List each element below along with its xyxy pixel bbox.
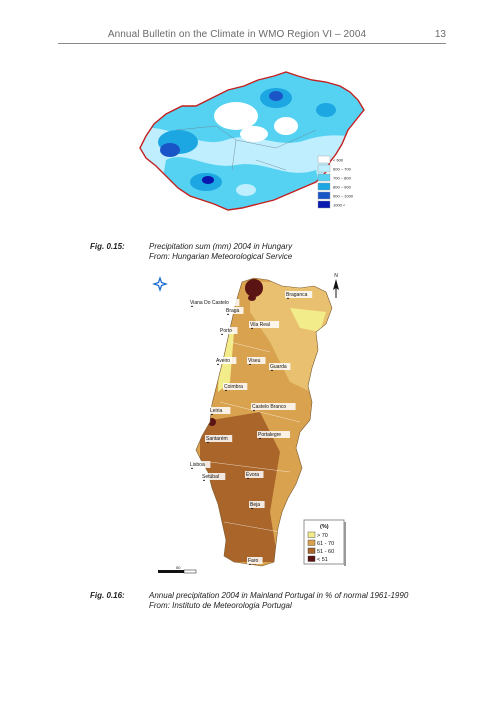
city-label-bg: [201, 473, 226, 480]
city-label: Castelo Branco: [252, 404, 286, 410]
hungary-precipitation-map: < 600 600 – 700 700 – 800 800 – 900 900 – 10…: [139, 71, 365, 211]
legend-swatch: [307, 555, 316, 562]
city-label-bg: [257, 431, 290, 438]
legend-swatch: [317, 164, 331, 173]
legend-label: 700 – 800: [333, 176, 352, 181]
city-label: Braga: [226, 308, 240, 314]
legend-swatch: [317, 200, 331, 209]
city-label: Setúbal: [202, 474, 219, 480]
city-label-bg: [209, 407, 231, 414]
legend-label: > 70: [317, 533, 328, 539]
city-label-bg: [223, 383, 248, 390]
caption-source: From: Instituto de Meteorologia Portugal: [149, 601, 292, 610]
legend-label: 600 – 700: [333, 167, 352, 172]
city-label: Viseu: [248, 358, 261, 364]
city-label: Évora: [246, 471, 259, 478]
city-label: Beja: [250, 502, 260, 508]
city-label-bg: [205, 435, 233, 442]
portugal-map-legend: (%) > 70 61 - 70 51 - 60 < 51: [303, 519, 346, 566]
city-label: Santarém: [206, 436, 228, 442]
city-label: Porto: [220, 328, 232, 334]
city-label-bg: [247, 357, 266, 364]
city-label-bg: [285, 291, 313, 298]
bulletin-title: Annual Bulletin on the Climate in WMO Re…: [107, 29, 367, 40]
legend-label: 1000 <: [333, 203, 346, 208]
legend-swatch: [307, 547, 316, 554]
city-label-bg: [225, 307, 244, 314]
page-number: 13: [434, 29, 446, 40]
caption-source: From: Hungarian Meteorological Service: [149, 252, 293, 261]
legend-swatch: [317, 173, 331, 182]
svg-text:50: 50: [176, 565, 181, 570]
city-labels: Viana Do Castelo Braganca Braga Vila Real Po…: [189, 291, 313, 565]
caption-title: Annual precipitation 2004 in Mainland Po…: [149, 591, 409, 600]
figure-label: Fig. 0.16:: [90, 591, 125, 600]
city-label-bg: [215, 357, 237, 364]
city-label: Vila Real: [250, 322, 270, 328]
city-label: Coimbra: [224, 384, 243, 390]
city-label-bg: [249, 321, 280, 328]
legend-label: 900 – 1000: [333, 194, 354, 199]
city-label-bg: [219, 327, 238, 334]
city-label: Faro: [248, 558, 259, 564]
legend-label: 61 - 70: [317, 541, 334, 547]
page-header: Annual Bulletin on the Climate in WMO Re…: [58, 29, 446, 44]
legend-swatch: [307, 539, 316, 546]
legend-shadow: [344, 522, 346, 566]
legend-swatch: [317, 155, 331, 164]
legend-label: 51 - 60: [317, 549, 334, 555]
city-label: Leiria: [210, 408, 222, 414]
legend-swatch: [317, 191, 331, 200]
city-label: Braganca: [286, 292, 308, 298]
legend-label: 800 – 900: [333, 185, 352, 190]
svg-text:N: N: [334, 273, 338, 279]
north-arrow-icon: N: [333, 273, 339, 298]
city-label-bg: [189, 299, 240, 306]
compass-logo-icon: [152, 276, 168, 292]
legend-swatch: [307, 531, 316, 538]
caption-title: Precipitation sum (mm) 2004 in Hungary: [149, 242, 293, 251]
scale-bar: 50: [158, 565, 197, 574]
legend-label: < 600: [333, 158, 344, 163]
city-label: Lisboa: [190, 462, 205, 468]
city-label-bg: [189, 461, 211, 468]
portugal-precipitation-map: N 50 Viana Do Castelo Braganca Braga Vila R…: [152, 273, 346, 574]
city-label-bg: [249, 501, 265, 508]
city-label: Aveiro: [216, 358, 230, 364]
hungary-map-legend: < 600 600 – 700 700 – 800 800 – 900 900 – 10…: [317, 155, 354, 209]
legend-swatch: [317, 182, 331, 191]
city-label: Viana Do Castelo: [190, 300, 229, 306]
city-label: Guarda: [270, 364, 287, 370]
city-label: Portalegre: [258, 432, 281, 438]
city-label-bg: [245, 471, 264, 478]
legend-label: < 51: [317, 557, 328, 563]
legend-title: (%): [320, 524, 329, 530]
city-label-bg: [251, 403, 296, 410]
city-label-bg: [269, 363, 291, 370]
figure-label: Fig. 0.15:: [90, 242, 125, 251]
city-label-bg: [247, 557, 263, 564]
